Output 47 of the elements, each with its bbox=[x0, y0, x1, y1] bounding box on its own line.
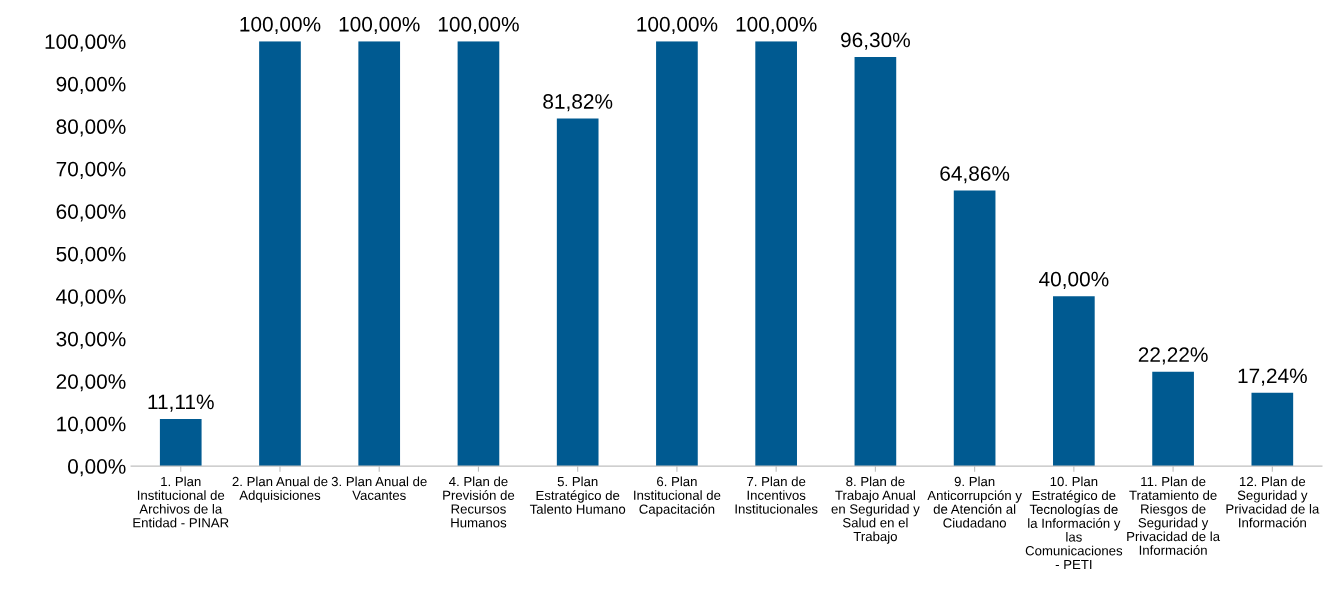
x-tick-label: 6. Plan Institucional de Capacitación bbox=[634, 476, 721, 517]
y-tick-label: 0,00% bbox=[68, 459, 126, 477]
x-tick-label: 10. Plan Estratégico de Tecnologías de la Información y las Comunicaciones - PETI bbox=[1025, 476, 1123, 570]
data-label: 17,24% bbox=[1238, 368, 1307, 386]
y-tick-label: 30,00% bbox=[56, 331, 126, 349]
data-label: 100,00% bbox=[240, 16, 321, 35]
y-tick-label: 50,00% bbox=[56, 246, 126, 264]
bar bbox=[159, 418, 202, 467]
x-tick-label: 11. Plan de Tratamiento de Riesgos de Seguridad y Privacidad de la Información bbox=[1127, 476, 1221, 555]
data-label: 81,82% bbox=[543, 94, 613, 112]
x-tick-label: 3. Plan Anual de Vacantes bbox=[331, 476, 427, 500]
data-label: 96,30% bbox=[841, 32, 910, 50]
data-label: 100,00% bbox=[438, 16, 519, 35]
data-label: 100,00% bbox=[339, 16, 420, 35]
y-tick-label: 20,00% bbox=[56, 374, 126, 392]
data-label: 64,86% bbox=[940, 166, 1010, 184]
data-label: 22,22% bbox=[1138, 347, 1208, 365]
bar bbox=[457, 41, 500, 467]
y-tick-label: 70,00% bbox=[56, 161, 126, 179]
bar bbox=[854, 57, 897, 467]
y-tick-label: 100,00% bbox=[45, 34, 126, 52]
data-label: 100,00% bbox=[736, 16, 817, 35]
bar bbox=[358, 41, 401, 467]
x-tick-label: 8. Plan de Trabajo Anual en Seguridad y Salud en el Trabajo bbox=[831, 476, 920, 544]
bar bbox=[556, 118, 599, 467]
bar bbox=[1152, 371, 1194, 467]
y-tick-label: 60,00% bbox=[56, 204, 126, 222]
bar bbox=[953, 190, 996, 467]
bar bbox=[656, 41, 698, 467]
x-tick-label: 1. Plan Institucional de Archivos de la Entidad - PINAR bbox=[133, 476, 229, 528]
x-tick-label: 4. Plan de Previsión de Recursos Humanos bbox=[443, 476, 515, 528]
x-tick-label: 7. Plan de Incentivos Institucionales bbox=[735, 476, 818, 514]
x-tick-label: 5. Plan Estratégico de Talento Humano bbox=[529, 476, 626, 514]
y-tick-label: 80,00% bbox=[56, 119, 126, 137]
x-tick-label: 2. Plan Anual de Adquisiciones bbox=[232, 476, 328, 503]
x-tick-label: 9. Plan Anticorrupción y de Atención al Ciudadano bbox=[927, 476, 1022, 528]
y-tick-label: 40,00% bbox=[56, 289, 126, 307]
bar bbox=[1053, 296, 1095, 467]
data-label: 40,00% bbox=[1039, 271, 1109, 289]
bar bbox=[1251, 392, 1294, 467]
data-label: 11,11% bbox=[148, 394, 214, 412]
bar bbox=[259, 41, 301, 467]
data-label: 100,00% bbox=[637, 16, 718, 35]
y-tick-label: 90,00% bbox=[56, 76, 126, 94]
bar bbox=[755, 41, 797, 467]
x-tick-label: 12. Plan de Seguridad y Privacidad de la Información bbox=[1226, 476, 1320, 528]
y-tick-label: 10,00% bbox=[57, 416, 126, 434]
